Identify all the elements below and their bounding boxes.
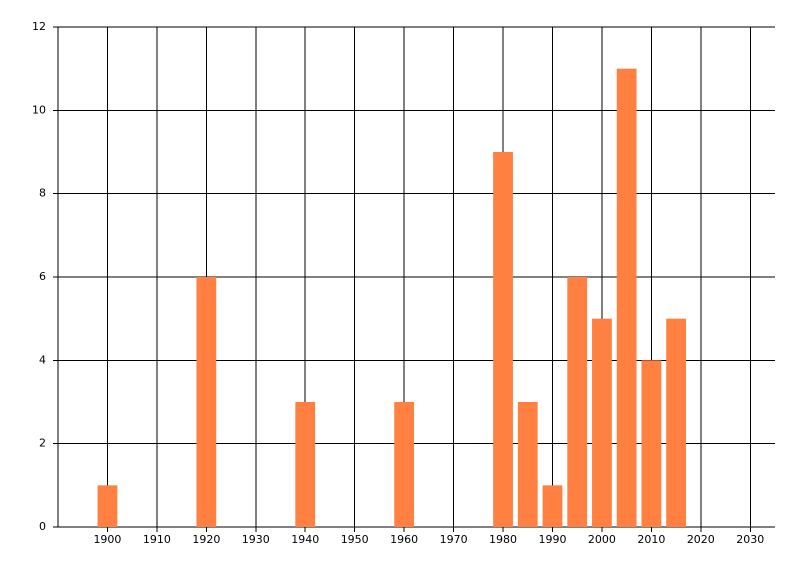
bar xyxy=(542,485,563,527)
x-tick-label: 1920 xyxy=(192,533,220,546)
x-tick-label: 2030 xyxy=(736,533,764,546)
bar xyxy=(97,485,118,527)
bar xyxy=(517,402,538,527)
x-tick-label: 1990 xyxy=(538,533,566,546)
y-tick-label: 2 xyxy=(39,437,46,450)
bar xyxy=(616,68,637,528)
x-tick-label: 1980 xyxy=(489,533,517,546)
bar xyxy=(641,360,662,527)
y-tick-label: 12 xyxy=(32,20,46,33)
y-tick-label: 0 xyxy=(39,520,46,533)
bar xyxy=(592,318,612,527)
x-tick-label: 1900 xyxy=(93,533,121,546)
x-tick-label: 1930 xyxy=(242,533,270,546)
bar xyxy=(493,152,513,527)
x-tick-label: 2010 xyxy=(637,533,665,546)
x-tick-label: 2000 xyxy=(588,533,616,546)
bar xyxy=(394,402,415,527)
bar xyxy=(567,277,588,527)
x-tick-label: 1970 xyxy=(440,533,468,546)
x-tick-label: 1950 xyxy=(341,533,369,546)
x-tick-label: 2020 xyxy=(687,533,715,546)
x-tick-label: 1960 xyxy=(390,533,418,546)
y-tick-label: 4 xyxy=(39,353,46,366)
bar xyxy=(196,277,217,527)
bar xyxy=(666,318,686,527)
y-tick-label: 6 xyxy=(39,270,46,283)
y-tick-label: 10 xyxy=(32,103,46,116)
x-tick-label: 1940 xyxy=(291,533,319,546)
bar xyxy=(295,402,316,527)
y-tick-label: 8 xyxy=(39,187,46,200)
x-tick-label: 1910 xyxy=(143,533,171,546)
